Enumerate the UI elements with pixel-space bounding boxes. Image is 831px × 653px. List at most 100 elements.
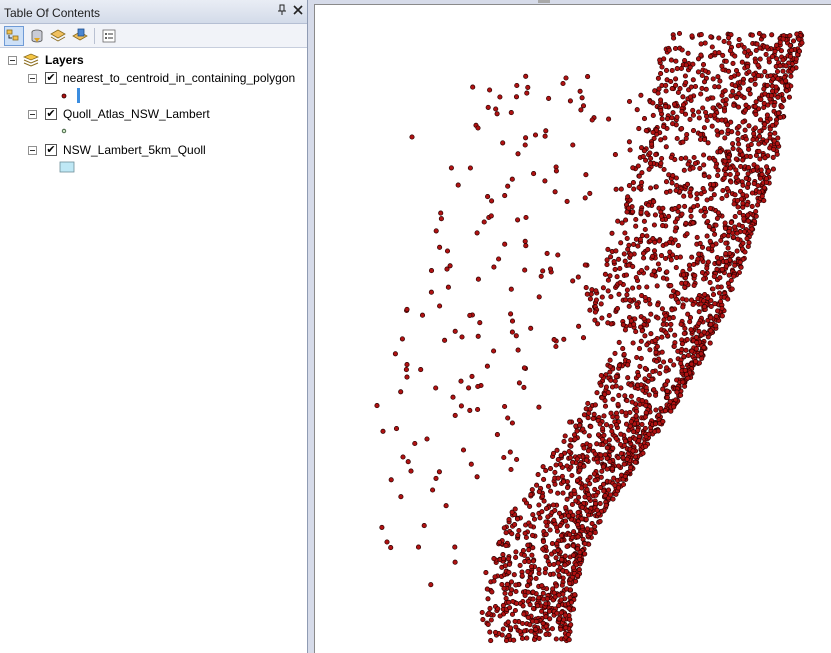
layers-root[interactable]: Layers (8, 52, 84, 68)
collapse-layers-icon[interactable] (8, 55, 17, 65)
quoll-points-map[interactable] (315, 5, 831, 653)
layer-label[interactable]: NSW_Lambert_5km_Quoll (63, 143, 206, 157)
observation-point (710, 292, 717, 298)
observation-point (710, 286, 716, 292)
observation-point (721, 232, 727, 238)
layer-visibility-checkbox[interactable]: ✔ (45, 143, 57, 156)
observation-point (418, 367, 424, 373)
observation-point (752, 103, 758, 109)
layer-visibility-checkbox[interactable]: ✔ (45, 71, 57, 84)
observation-point (693, 334, 699, 340)
observation-point (720, 52, 726, 58)
observation-point (699, 244, 706, 250)
observation-point (500, 140, 506, 146)
observation-point (540, 539, 547, 545)
observation-point (569, 472, 575, 479)
observation-point (745, 243, 751, 249)
observation-point (535, 603, 541, 609)
observation-point (574, 456, 580, 462)
observation-point (668, 257, 674, 263)
pin-icon[interactable] (277, 4, 287, 19)
observation-point (671, 343, 677, 349)
observation-point (653, 392, 659, 398)
observation-point (701, 162, 707, 168)
observation-point (513, 554, 519, 560)
layer-label[interactable]: nearest_to_centroid_in_containing_polygo… (63, 71, 296, 85)
observation-point (584, 457, 590, 463)
observation-point (674, 183, 680, 189)
list-by-drawing-order-icon[interactable] (4, 26, 24, 46)
observation-point (628, 464, 634, 471)
observation-point (592, 309, 598, 315)
observation-point (554, 524, 560, 531)
observation-point (479, 609, 485, 616)
list-by-source-icon[interactable] (27, 26, 47, 46)
observation-point (491, 264, 497, 270)
observation-point (494, 432, 500, 438)
options-icon[interactable] (99, 26, 119, 46)
observation-point (653, 152, 659, 158)
observation-point (715, 173, 721, 179)
observation-point (698, 132, 704, 138)
observation-point (491, 556, 497, 562)
observation-point (683, 80, 689, 86)
observation-point (540, 268, 546, 274)
observation-point (700, 186, 706, 192)
observation-point (767, 116, 773, 122)
observation-point (539, 509, 545, 515)
observation-point (641, 255, 647, 261)
observation-point (523, 214, 529, 221)
collapse-layer-icon[interactable] (28, 73, 37, 83)
observation-point (474, 474, 480, 480)
observation-point (613, 435, 619, 442)
observation-point (528, 325, 534, 331)
close-icon[interactable] (293, 3, 303, 18)
splitter-grip[interactable] (538, 0, 550, 3)
observation-point (624, 292, 630, 298)
observation-point (452, 544, 458, 550)
collapse-layer-icon[interactable] (28, 145, 37, 155)
layers-label[interactable]: Layers (45, 53, 84, 67)
observation-point (605, 389, 611, 396)
observation-point (679, 47, 685, 53)
observation-point (511, 637, 517, 643)
observation-point (740, 182, 746, 188)
list-by-visibility-icon[interactable] (48, 26, 68, 46)
observation-point (752, 81, 758, 87)
observation-point (630, 285, 636, 291)
observation-point (628, 252, 634, 258)
collapse-layer-icon[interactable] (28, 109, 37, 119)
observation-point (529, 552, 535, 558)
observation-point (723, 263, 729, 269)
observation-point (500, 626, 506, 632)
observation-point (726, 68, 732, 74)
observation-point (577, 88, 583, 94)
observation-point (374, 403, 380, 409)
observation-point (602, 271, 608, 277)
observation-point (592, 477, 598, 483)
observation-point (631, 186, 637, 192)
observation-point (742, 127, 748, 133)
list-by-selection-icon[interactable] (70, 26, 90, 46)
observation-point (784, 88, 790, 94)
observation-point (671, 101, 678, 107)
layer-label[interactable]: Quoll_Atlas_NSW_Lambert (63, 107, 210, 121)
observation-point (611, 259, 617, 265)
observation-point (679, 341, 685, 347)
layer-row-quoll-atlas[interactable]: ✔ Quoll_Atlas_NSW_Lambert (28, 106, 210, 122)
observation-point (519, 635, 526, 642)
layer-row-nearest-to-centroid[interactable]: ✔ nearest_to_centroid_in_containing_poly… (28, 70, 295, 86)
observation-point (764, 44, 770, 50)
layer-visibility-checkbox[interactable]: ✔ (45, 107, 57, 120)
map-view[interactable] (314, 4, 831, 653)
observation-point (724, 193, 730, 199)
observation-point (655, 90, 661, 96)
observation-point (743, 102, 749, 108)
observation-point (668, 154, 674, 161)
observation-point (727, 165, 733, 171)
observation-point (704, 265, 710, 271)
layer-row-nsw-lambert-5km[interactable]: ✔ NSW_Lambert_5km_Quoll (28, 142, 206, 158)
observation-point (592, 530, 598, 536)
observation-point (600, 285, 606, 291)
observation-point (655, 75, 661, 81)
